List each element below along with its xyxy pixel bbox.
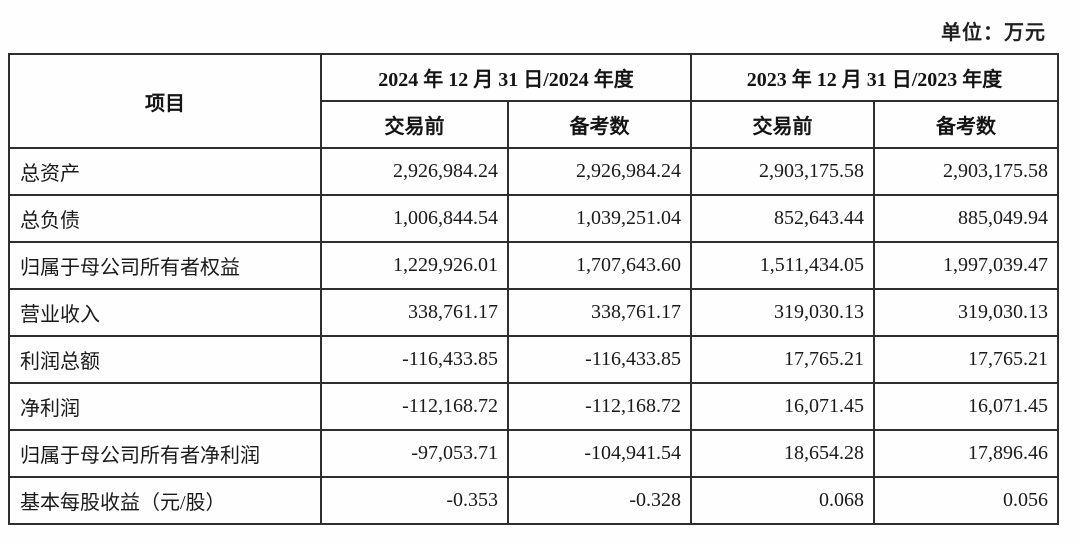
cell-value: 1,229,926.01 — [320, 241, 509, 290]
cell-value: 1,039,251.04 — [507, 194, 692, 243]
cell-value: 17,765.21 — [690, 335, 875, 384]
cell-value: 17,896.46 — [873, 429, 1059, 478]
cell-value: 17,765.21 — [873, 335, 1059, 384]
row-label: 基本每股收益（元/股） — [8, 476, 322, 525]
subheader-2024-pre-transaction: 交易前 — [320, 100, 509, 149]
cell-value: -97,053.71 — [320, 429, 509, 478]
row-label: 总负债 — [8, 194, 322, 243]
cell-value: 16,071.45 — [873, 382, 1059, 431]
cell-value: 2,903,175.58 — [690, 147, 875, 196]
cell-value: -0.328 — [507, 476, 692, 525]
item-column-header: 项目 — [8, 53, 322, 149]
cell-value: -116,433.85 — [320, 335, 509, 384]
header-group-row: 项目 2024 年 12 月 31 日/2024 年度 2023 年 12 月 … — [8, 53, 1059, 149]
cell-value: 338,761.17 — [320, 288, 509, 337]
cell-value: -112,168.72 — [320, 382, 509, 431]
financial-comparison-table: 项目 2024 年 12 月 31 日/2024 年度 2023 年 12 月 … — [8, 53, 1059, 525]
cell-value: 852,643.44 — [690, 194, 875, 243]
table-row-net-profit: 净利润 -112,168.72 -112,168.72 16,071.45 16… — [8, 382, 1059, 431]
row-label: 利润总额 — [8, 335, 322, 384]
table-row-parent-equity: 归属于母公司所有者权益 1,229,926.01 1,707,643.60 1,… — [8, 241, 1059, 290]
period-2023-header: 2023 年 12 月 31 日/2023 年度 — [690, 53, 1059, 102]
cell-value: 885,049.94 — [873, 194, 1059, 243]
cell-value: 0.056 — [873, 476, 1059, 525]
unit-label: 单位：万元 — [941, 22, 1046, 44]
table-row-parent-net-profit: 归属于母公司所有者净利润 -97,053.71 -104,941.54 18,6… — [8, 429, 1059, 478]
cell-value: 1,006,844.54 — [320, 194, 509, 243]
cell-value: 16,071.45 — [690, 382, 875, 431]
row-label: 营业收入 — [8, 288, 322, 337]
row-label: 归属于母公司所有者权益 — [8, 241, 322, 290]
cell-value: 18,654.28 — [690, 429, 875, 478]
subheader-2023-pre-transaction: 交易前 — [690, 100, 875, 149]
table-row-total-assets: 总资产 2,926,984.24 2,926,984.24 2,903,175.… — [8, 147, 1059, 196]
table-row-total-liabilities: 总负债 1,006,844.54 1,039,251.04 852,643.44… — [8, 194, 1059, 243]
table-row-basic-eps: 基本每股收益（元/股） -0.353 -0.328 0.068 0.056 — [8, 476, 1059, 525]
cell-value: 2,926,984.24 — [320, 147, 509, 196]
cell-value: 319,030.13 — [873, 288, 1059, 337]
row-label: 总资产 — [8, 147, 322, 196]
cell-value: 319,030.13 — [690, 288, 875, 337]
cell-value: -0.353 — [320, 476, 509, 525]
cell-value: 338,761.17 — [507, 288, 692, 337]
cell-value: 0.068 — [690, 476, 875, 525]
row-label: 归属于母公司所有者净利润 — [8, 429, 322, 478]
header-sub-row: 交易前 备考数 交易前 备考数 — [9, 100, 1059, 149]
cell-value: 1,511,434.05 — [690, 241, 875, 290]
subheader-2023-pro-forma: 备考数 — [873, 100, 1059, 149]
cell-value: 2,903,175.58 — [873, 147, 1059, 196]
cell-value: -116,433.85 — [507, 335, 692, 384]
cell-value: 1,707,643.60 — [507, 241, 692, 290]
subheader-2024-pro-forma: 备考数 — [507, 100, 692, 149]
row-label: 净利润 — [8, 382, 322, 431]
table-row-total-profit: 利润总额 -116,433.85 -116,433.85 17,765.21 1… — [8, 335, 1059, 384]
cell-value: 2,926,984.24 — [507, 147, 692, 196]
period-2024-header: 2024 年 12 月 31 日/2024 年度 — [320, 53, 692, 102]
cell-value: 1,997,039.47 — [873, 241, 1059, 290]
cell-value: -104,941.54 — [507, 429, 692, 478]
cell-value: -112,168.72 — [507, 382, 692, 431]
table-row-operating-revenue: 营业收入 338,761.17 338,761.17 319,030.13 31… — [8, 288, 1059, 337]
